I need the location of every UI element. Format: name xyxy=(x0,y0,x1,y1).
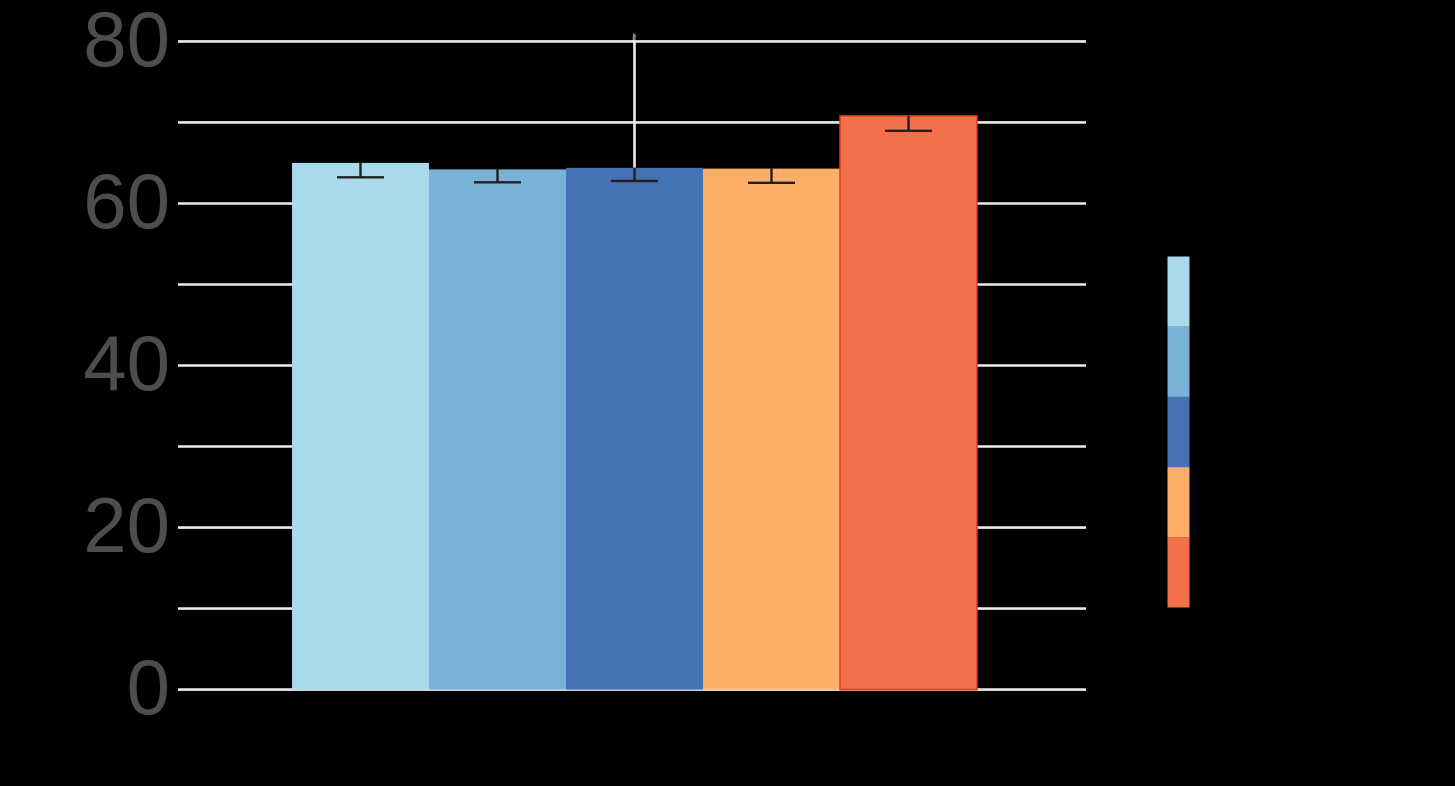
svg-text:80: 80 xyxy=(83,0,170,83)
svg-text:40: 40 xyxy=(83,319,170,407)
svg-text:20: 20 xyxy=(83,481,170,569)
svg-text:0: 0 xyxy=(127,643,170,731)
svg-text:60: 60 xyxy=(83,157,170,245)
